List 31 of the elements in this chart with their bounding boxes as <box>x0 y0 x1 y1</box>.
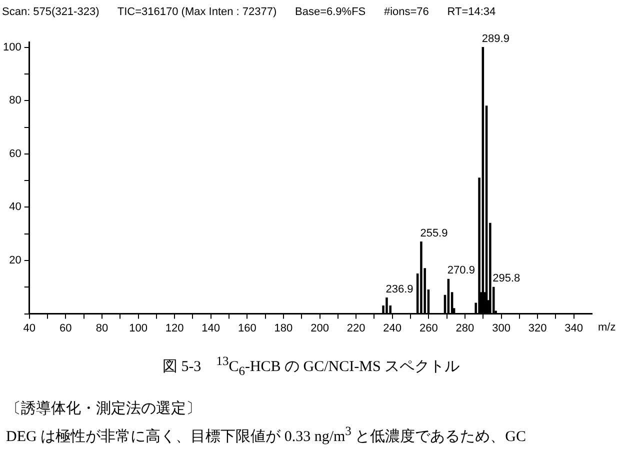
x-tick-label: 100 <box>129 322 148 334</box>
x-axis-title: m/z <box>598 321 616 334</box>
text: DEG は極性が非常に高く、目標下限値が 0.33 ng/m$^{3}$ と低濃度であるため、GC <box>5 424 528 446</box>
y-tick-label: 100 <box>2 41 22 54</box>
x-tick-label: 300 <box>492 322 510 334</box>
annotation: 236.9 <box>386 283 414 296</box>
caption: 図 5-3 $^{13}$C$_{6}$-HCB の GC/NCI-MS スペクトル <box>161 354 461 379</box>
x-tick-label: 160 <box>238 322 256 334</box>
x-tick-label: 260 <box>419 322 438 334</box>
annotation: 270.9 <box>447 264 475 277</box>
x-tick-label: 320 <box>528 322 547 334</box>
x-tick-label: 60 <box>60 322 72 334</box>
x-tick-label: 240 <box>383 322 402 334</box>
x-tick-label: 80 <box>96 322 108 334</box>
x-tick-label: 120 <box>165 322 184 334</box>
annotation: 289.9 <box>482 32 510 45</box>
text: Scan: 575(321-323) TIC=316170 (Max Inten : 72377) Base=6.9%FS #ions=76 RT=14:34 <box>1 5 497 20</box>
text: 〔誘導体化・測定法の選定〕 <box>5 399 202 418</box>
y-tick-label: 60 <box>9 148 22 160</box>
x-tick-label: 280 <box>456 322 474 334</box>
x-tick-label: 200 <box>310 322 329 334</box>
x-tick-label: 220 <box>346 322 366 334</box>
annotation: 255.9 <box>420 227 448 240</box>
annotation: 295.8 <box>492 272 520 285</box>
x-tick-label: 140 <box>202 322 220 334</box>
y-tick-label: 20 <box>9 254 22 267</box>
x-tick-label: 40 <box>23 322 36 334</box>
y-tick-label: 40 <box>9 201 22 214</box>
x-tick-label: 180 <box>274 322 293 334</box>
x-tick-label: 340 <box>564 322 584 334</box>
y-tick-label: 80 <box>9 94 22 107</box>
